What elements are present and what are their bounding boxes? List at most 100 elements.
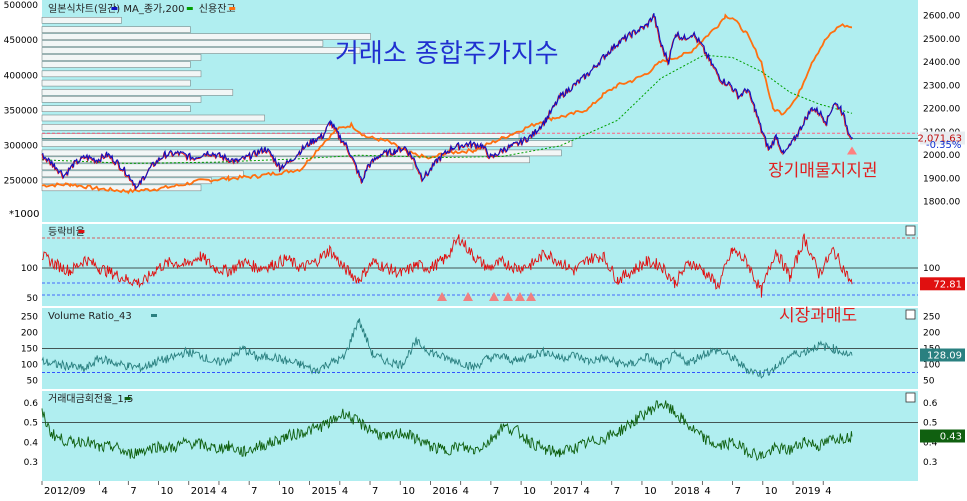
left-tick-label: 250000	[4, 177, 39, 187]
x-tick-label: 2012/09	[44, 486, 86, 497]
x-tick-label: 4	[342, 486, 348, 497]
legend-label: 거래대금회전율_1,5	[48, 393, 133, 405]
legend-swatch	[124, 397, 131, 400]
oversold-marker	[437, 292, 447, 301]
x-axis: 2012/09 4 7 10 2014 4 7 10 2015 4 7 10 2016 4 7 10 2017 4…	[0, 481, 967, 497]
left-tick-label: 200	[21, 329, 38, 339]
x-tick-label: 2017	[553, 486, 578, 497]
left-tick-label: 450000	[4, 36, 39, 46]
right-tick-label: 0.3	[923, 458, 937, 468]
x-tick-label: 2015	[312, 486, 337, 497]
adr-line	[41, 233, 853, 298]
left-tick-label: 100	[21, 264, 38, 274]
right-tick-label: 0.5	[923, 419, 937, 429]
right-tick-label: 0.6	[923, 399, 938, 409]
x-tick-label: 10	[402, 486, 415, 497]
volume-profile-bar	[41, 70, 202, 78]
chart-title: 거래소 종합주가지수	[335, 39, 559, 69]
legend-swatch	[151, 314, 157, 317]
volume-profile-bar	[41, 54, 202, 61]
volume-profile-bar	[41, 47, 361, 54]
right-tick-label: 2400.00	[923, 58, 960, 68]
x-tick-label: 7	[130, 486, 136, 497]
panel-collapse-icon	[905, 309, 916, 320]
x-tick-label: 2018	[674, 486, 699, 497]
panel-collapse-icon	[905, 392, 916, 403]
x-tick-label: 7	[735, 486, 741, 497]
change-label: -0.35%	[926, 140, 961, 151]
oversold-marker	[503, 292, 513, 301]
last-value-label: 128.09	[927, 351, 962, 362]
oversold-marker	[489, 292, 499, 301]
legend-swatch	[78, 230, 85, 233]
x-tick-label: 10	[765, 486, 778, 497]
volume-profile-bar	[41, 89, 234, 96]
x-tick-label: 4	[102, 486, 108, 497]
x-tick-label: 7	[372, 486, 378, 497]
volume-profile-bar	[41, 133, 520, 140]
right-tick-label: 0.4	[923, 438, 938, 448]
x-tick-label: 4	[463, 486, 469, 497]
x-tick-label: 2014	[191, 486, 216, 497]
volume-profile-bar	[41, 170, 244, 178]
x-axis-band	[0, 481, 967, 497]
left-tick-label: 0.6	[24, 399, 39, 409]
legend-swatch	[186, 7, 193, 10]
last-value-box	[920, 277, 965, 291]
left-tick-label: 350000	[4, 106, 39, 116]
volume-profile-bar	[41, 79, 191, 87]
last-value-label: 2,071.63	[917, 134, 962, 145]
grid-lines	[42, 132, 918, 424]
right-tick-label: 50	[923, 377, 935, 387]
volume-profile-bar	[41, 40, 324, 47]
x-tick-label: 7	[493, 486, 499, 497]
right-tick-label: 2600.00	[923, 12, 960, 22]
volume-profile-bar	[41, 114, 265, 122]
left-tick-label: 0.3	[24, 458, 38, 468]
right-tick-label: 200	[923, 329, 940, 339]
right-tick-label: 2300.00	[923, 81, 960, 91]
volume-profile-bar	[41, 96, 202, 103]
x-tick-label: 4	[704, 486, 710, 497]
left-tick-label: 100	[21, 361, 38, 371]
support-marker	[847, 146, 857, 155]
legend-label: 신용잔고	[199, 3, 236, 15]
volume-profile-bar	[41, 33, 371, 40]
legend-swatch	[229, 7, 236, 10]
last-value-label: 72.81	[933, 279, 962, 290]
oversold-marker	[515, 292, 525, 301]
left-tick-label: 400000	[4, 71, 39, 81]
x-tick-label: 4	[584, 486, 590, 497]
volume-profile-bar	[41, 61, 191, 68]
x-tick-label: 10	[281, 486, 294, 497]
volume-profile-bar	[41, 105, 191, 112]
last-value-box	[920, 429, 965, 443]
oversold-marker	[463, 292, 473, 301]
last-value-box	[920, 131, 965, 145]
volume-profile-bar	[41, 163, 414, 171]
turnover-panel	[42, 391, 918, 481]
turnover-line	[41, 400, 853, 462]
ma200-line	[41, 54, 853, 164]
left-tick-label: 250	[21, 312, 38, 322]
x-tick-label: 7	[251, 486, 257, 497]
left-tick-label: 150	[21, 345, 38, 355]
volume-profile-bar	[41, 26, 191, 33]
volume-profile-bar	[41, 124, 334, 131]
legend-label: 일본식차트(일간)	[48, 3, 120, 15]
x-tick-label: 10	[161, 486, 174, 497]
x-tick-label: 7	[614, 486, 620, 497]
left-tick-label: 50	[27, 294, 39, 304]
x-tick-label: 2019	[795, 486, 820, 497]
x-tick-label: 4	[221, 486, 227, 497]
support-annotation: 장기매물지지권	[768, 161, 877, 181]
legend-label: 등락비율	[48, 226, 85, 238]
axis-ticks: 500000 450000 400000 350000 300000 250000 2600…	[4, 1, 965, 468]
multiplier-label: *1000	[9, 209, 39, 220]
left-tick-label: 500000	[4, 1, 39, 11]
last-value-label: 0.43	[940, 432, 962, 443]
right-tick-label: 1800.00	[923, 198, 960, 208]
left-tick-label: 300000	[4, 142, 39, 152]
